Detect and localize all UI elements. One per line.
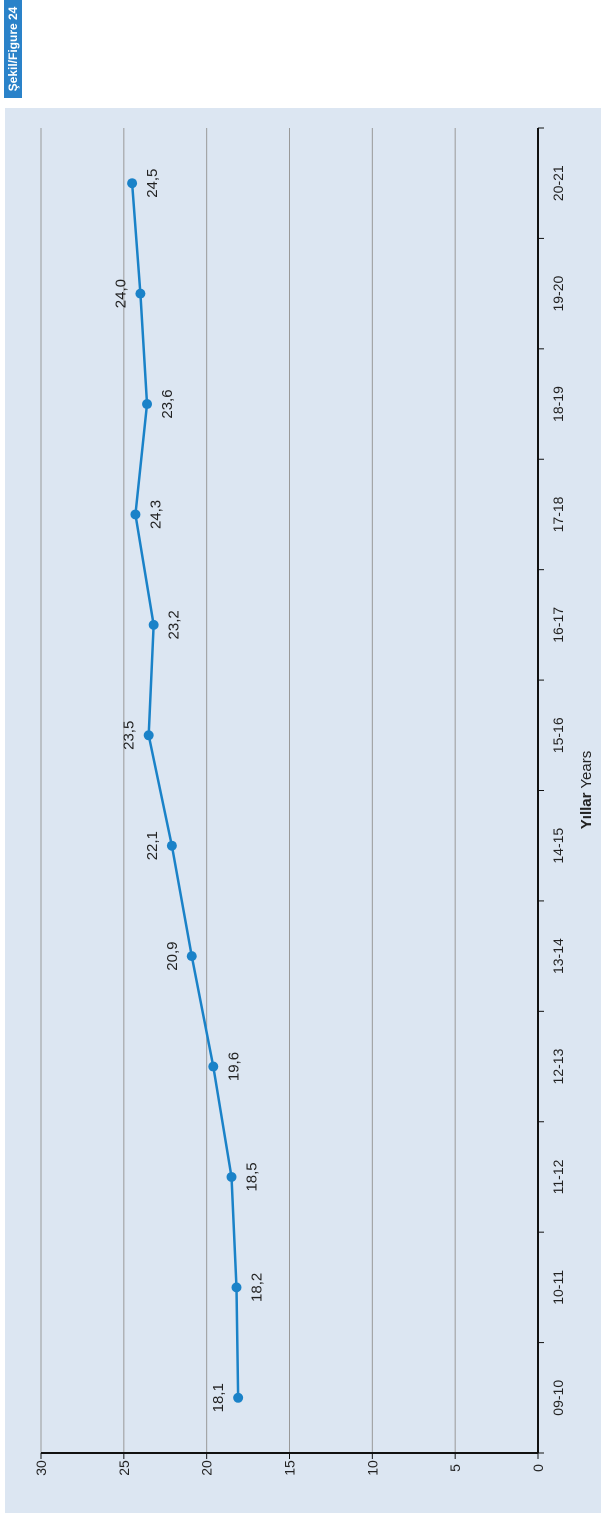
data-label: 22,1 — [144, 831, 161, 860]
x-tick-label: 18-19 — [550, 386, 566, 422]
data-label: 24,3 — [147, 500, 164, 529]
x-tick-label: 13-14 — [550, 938, 566, 974]
axes: 0 5 10 15 20 25 30 09-10 10-11 11-12 12-13 13-14 14-… — [33, 127, 566, 1476]
x-tick-label: 19-20 — [550, 276, 566, 312]
x-axis-title-bold: Yıllar — [578, 792, 595, 829]
data-labels: 18,1 18,2 18,5 19,6 20,9 22,1 23,5 23,2 24,3 23,6… — [112, 169, 265, 1413]
data-point — [231, 1282, 242, 1293]
x-tick-label: 16-17 — [550, 607, 566, 643]
figure-tag: Şekil/Figure 24 — [4, 0, 22, 98]
data-label: 18,2 — [248, 1273, 265, 1302]
x-tick-label: 15-16 — [550, 717, 566, 753]
y-tick-label: 25 — [116, 1460, 132, 1476]
data-point — [127, 178, 138, 189]
x-axis-title-rest: Years — [578, 751, 595, 793]
y-tick-label: 30 — [33, 1460, 49, 1476]
data-point — [148, 619, 159, 630]
data-point — [135, 288, 146, 299]
x-tick-label: 10-11 — [550, 1270, 566, 1305]
data-point — [233, 1392, 244, 1403]
data-point — [130, 509, 141, 520]
y-tick-label: 0 — [530, 1464, 546, 1472]
y-tick-label: 5 — [447, 1464, 463, 1472]
data-label: 18,5 — [244, 1162, 261, 1191]
data-point — [143, 730, 154, 741]
data-label: 23,6 — [159, 389, 176, 418]
data-label: 24,5 — [144, 169, 161, 198]
series-layer — [127, 178, 244, 1403]
data-label: 20,9 — [164, 942, 181, 971]
data-label: 24,0 — [112, 279, 129, 308]
plot-panel — [5, 108, 601, 1513]
x-tick-label: 09-10 — [550, 1380, 566, 1416]
data-point — [186, 951, 197, 962]
series-line — [130, 183, 240, 1398]
y-tick-label: 15 — [282, 1460, 298, 1476]
data-label: 19,6 — [225, 1052, 242, 1081]
data-label: 23,5 — [121, 721, 138, 750]
x-tick-label: 14-15 — [550, 828, 566, 864]
x-tick-label: 11-12 — [550, 1159, 566, 1194]
data-point — [142, 399, 153, 410]
y-tick-label: 20 — [199, 1460, 215, 1476]
data-point — [226, 1171, 237, 1182]
data-point — [166, 840, 177, 851]
y-tick-label: 10 — [364, 1460, 380, 1476]
data-label: 18,1 — [210, 1383, 227, 1412]
x-tick-label: 12-13 — [550, 1048, 566, 1084]
gridlines — [40, 128, 456, 1453]
x-tick-label: 17-18 — [550, 496, 566, 532]
data-label: 23,2 — [166, 610, 183, 639]
x-tick-label: 20-21 — [550, 165, 566, 201]
data-point — [208, 1061, 219, 1072]
x-axis-title: Yıllar Years — [578, 751, 595, 829]
